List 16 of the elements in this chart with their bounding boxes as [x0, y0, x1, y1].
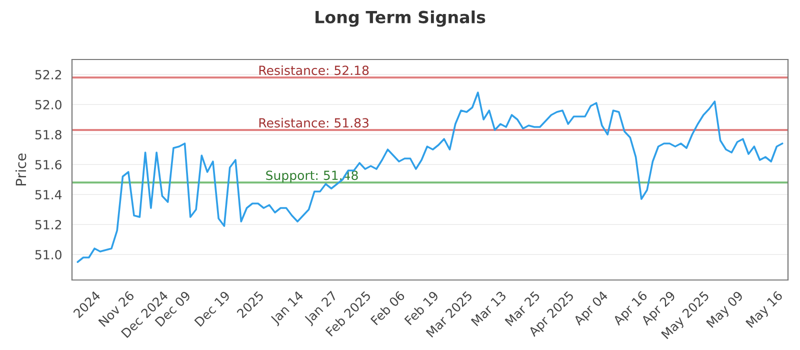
- y-tick-label: 52.0: [35, 100, 62, 110]
- y-axis-title: Price: [15, 154, 26, 186]
- ref-line-label: Resistance: 51.83: [259, 118, 368, 128]
- y-tick-label: 51.8: [35, 130, 62, 140]
- y-tick-label: 51.6: [35, 160, 62, 170]
- chart-title: Long Term Signals: [316, 10, 486, 27]
- ref-line-label: Resistance: 52.18: [259, 65, 369, 76]
- y-tick-label: 51.2: [35, 220, 62, 230]
- x-tick-label: Jan 14: [270, 290, 306, 326]
- x-tick-label: Apr 04: [572, 290, 610, 328]
- x-tick-label: Dec 19: [194, 290, 230, 327]
- y-tick-label: 51.4: [35, 190, 62, 200]
- line-series: [76, 92, 784, 263]
- y-tick-label: 52.2: [35, 70, 62, 80]
- x-tick-label: Feb 06: [370, 290, 406, 326]
- y-tick-label: 51.0: [35, 250, 62, 260]
